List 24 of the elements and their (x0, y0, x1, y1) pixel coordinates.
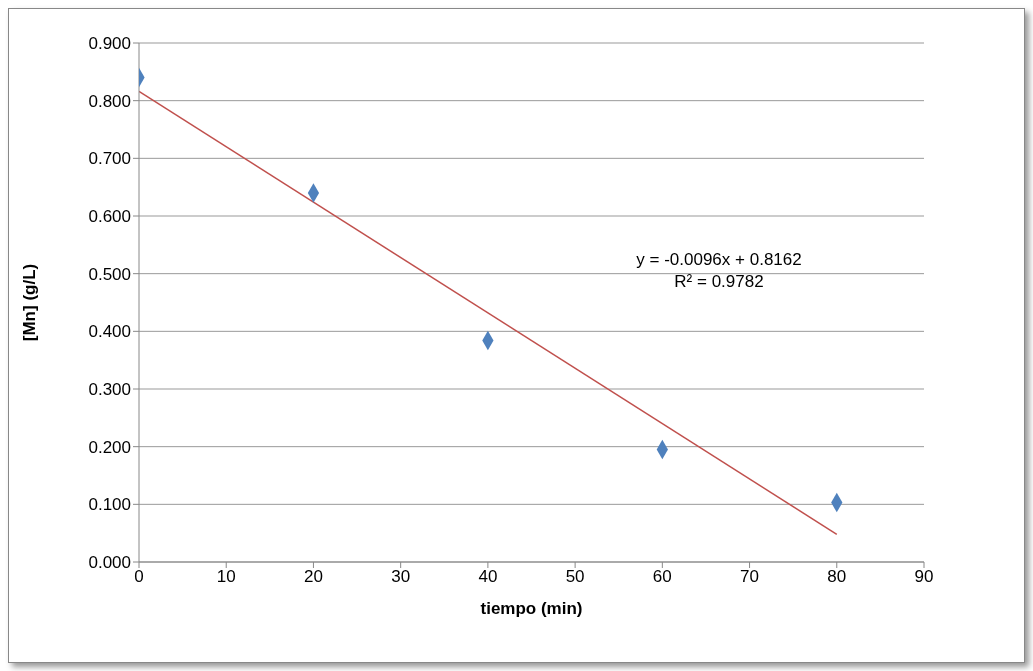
x-tick-label: 20 (303, 567, 323, 587)
x-tick-label: 80 (827, 567, 847, 587)
x-tick-label: 70 (740, 567, 760, 587)
y-tick-label: 0.200 (88, 437, 131, 457)
y-tick-label: 0.600 (88, 207, 131, 227)
x-tick-label: 40 (478, 567, 498, 587)
annotation: R² = 0.9782 (673, 271, 765, 293)
y-axis-title: [Mn] (g/L) (20, 263, 40, 342)
x-tick-label: 10 (216, 567, 236, 587)
y-tick-label: 0.000 (88, 553, 131, 573)
x-tick-label: 30 (391, 567, 411, 587)
annotation: y = -0.0096x + 0.8162 (635, 249, 803, 271)
y-tick-label: 0.700 (88, 149, 131, 169)
y-tick-label: 0.800 (88, 91, 131, 111)
y-tick-label: 0.900 (88, 34, 131, 54)
y-tick-label: 0.500 (88, 264, 131, 284)
y-tick-label: 0.300 (88, 380, 131, 400)
y-tick-label: 0.400 (88, 322, 131, 342)
x-axis-title: tiempo (min) (480, 599, 583, 618)
x-tick-label: 0 (134, 567, 144, 587)
x-tick-label: 60 (652, 567, 672, 587)
x-tick-label: 90 (914, 567, 934, 587)
x-tick-label: 50 (565, 567, 585, 587)
y-tick-label: 0.100 (88, 495, 131, 515)
